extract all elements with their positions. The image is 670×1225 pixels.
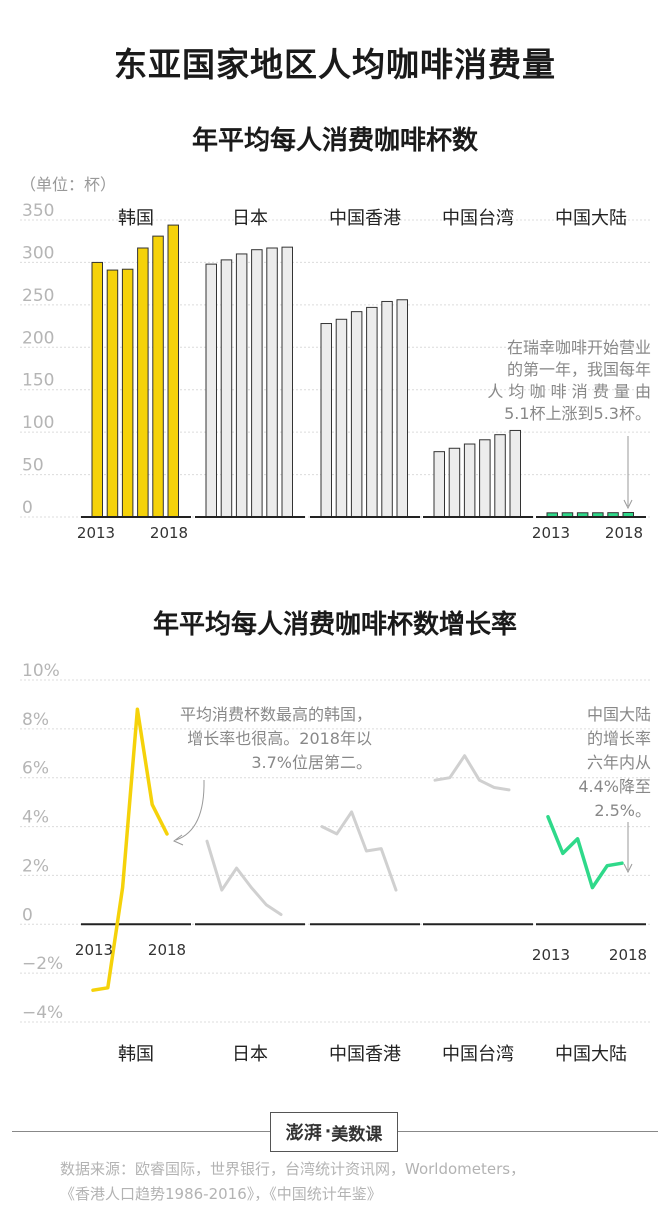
bar — [152, 235, 164, 518]
china-arrow-head — [623, 863, 633, 874]
footer-divider-left — [12, 1131, 270, 1132]
year-label-start: 2013 — [532, 524, 570, 542]
panel-label-bottom: 中国台湾 — [442, 1044, 514, 1065]
y-tick-label: 150 — [22, 371, 54, 391]
bar-annotation: 人 均 咖 啡 消 费 量 由 — [487, 382, 651, 401]
bar-annotation: 5.1杯上涨到5.3杯。 — [504, 404, 651, 423]
bar-annotation: 在瑞幸咖啡开始营业 — [507, 338, 651, 357]
y-tick-label: 8% — [22, 710, 49, 730]
y-tick-label: 0 — [22, 905, 33, 925]
bar — [137, 247, 149, 518]
bar — [205, 263, 217, 518]
bar — [266, 247, 278, 518]
series-line — [433, 754, 511, 792]
year-label-start: 2013 — [77, 524, 115, 542]
panel-label-bottom: 韩国 — [118, 1044, 154, 1065]
line-annotation-china: 2.5%。 — [594, 801, 651, 820]
page-title: 东亚国家地区人均咖啡消费量 — [114, 45, 556, 84]
y-tick-label: 0 — [22, 498, 33, 518]
bar — [320, 323, 332, 518]
y-tick-label: 10% — [22, 661, 60, 681]
line-annotation-china: 六年内从 — [587, 753, 651, 772]
bar — [448, 447, 461, 518]
panel-label-top: 中国大陆 — [555, 208, 627, 229]
source-line-1: 数据来源：欧睿国际，世界银行，台湾统计资讯网，Worldometers， — [60, 1160, 526, 1178]
bar-chart-title: 年平均每人消费咖啡杯数 — [191, 126, 478, 156]
bar — [350, 311, 363, 518]
bar — [235, 253, 248, 518]
series-line — [546, 815, 624, 890]
bar — [121, 268, 134, 518]
y-unit-label: （单位：杯） — [20, 175, 116, 194]
panel-label-bottom: 中国香港 — [329, 1044, 401, 1065]
year-label-end: 2018 — [150, 524, 188, 542]
year-label-start: 2013 — [532, 946, 570, 964]
korea-arrow-line — [175, 779, 205, 841]
line-chart-title: 年平均每人消费咖啡杯数增长率 — [152, 610, 517, 640]
line-annotation-china: 的增长率 — [587, 729, 651, 748]
series-line — [320, 810, 398, 892]
panel-label-top: 中国台湾 — [442, 208, 514, 229]
series-line — [205, 839, 283, 916]
y-tick-label: −4% — [22, 1003, 63, 1023]
line-annotation-korea: 增长率也很高。2018年以 — [187, 729, 372, 748]
panel-label-bottom: 中国大陆 — [555, 1044, 627, 1065]
panel-label-top: 中国香港 — [329, 208, 401, 229]
bar — [509, 429, 521, 518]
bar — [494, 434, 506, 518]
brand-name: 美数课 — [331, 1124, 383, 1145]
brand-dot: · — [324, 1122, 332, 1142]
panel-label-bottom: 日本 — [232, 1044, 268, 1065]
brand-logo-mark: 澎湃 — [285, 1123, 322, 1144]
bar — [366, 306, 378, 518]
bar — [167, 224, 179, 518]
y-tick-label: −2% — [22, 954, 63, 974]
year-label-start: 2013 — [75, 941, 113, 959]
panel-label-top: 韩国 — [118, 208, 154, 229]
y-tick-label: 350 — [22, 201, 54, 221]
korea-arrow-head — [173, 834, 184, 846]
year-label-end: 2018 — [148, 941, 186, 959]
year-label-end: 2018 — [605, 524, 643, 542]
bar — [106, 269, 119, 518]
panel-label-top: 日本 — [232, 208, 268, 229]
footer-divider-right — [396, 1131, 658, 1132]
y-tick-label: 200 — [22, 328, 54, 348]
y-tick-label: 2% — [22, 856, 49, 876]
bar-annotation: 的第一年，我国每年 — [507, 360, 651, 379]
y-tick-label: 100 — [22, 413, 54, 433]
line-annotation-china: 4.4%降至 — [578, 777, 651, 796]
line-annotation-china: 中国大陆 — [587, 705, 651, 724]
bar — [335, 318, 348, 518]
bar — [463, 443, 476, 518]
bar — [91, 261, 103, 518]
bar — [281, 246, 293, 518]
bar — [396, 299, 408, 518]
line-annotation-korea: 平均消费杯数最高的韩国， — [180, 705, 372, 724]
year-label-end: 2018 — [609, 946, 647, 964]
bar — [220, 259, 233, 518]
source-line-2: 《香港人口趋势1986-2016》，《中国统计年鉴》 — [60, 1185, 382, 1203]
series-line — [91, 707, 169, 992]
bar — [251, 249, 263, 518]
brand-logo: 澎湃 · 美数课 — [270, 1112, 398, 1152]
y-tick-label: 4% — [22, 808, 49, 828]
bar — [381, 300, 393, 518]
y-tick-label: 300 — [22, 243, 54, 263]
bar — [433, 451, 445, 518]
y-tick-label: 6% — [22, 759, 49, 779]
annotation-arrow-head — [623, 499, 633, 510]
bar — [479, 439, 491, 518]
line-annotation-korea: 3.7%位居第二。 — [251, 753, 372, 772]
y-tick-label: 50 — [22, 456, 44, 476]
y-tick-label: 250 — [22, 286, 54, 306]
